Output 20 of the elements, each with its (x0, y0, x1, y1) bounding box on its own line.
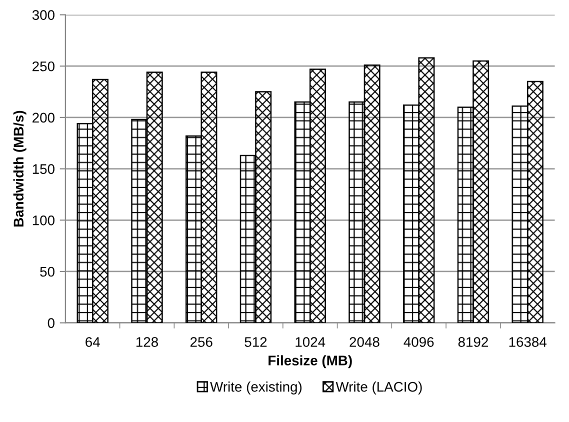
x-tick-label: 64 (86, 337, 100, 347)
x-axis-title: Filesize (MB) (268, 355, 352, 368)
x-tick-label: 16384 (509, 337, 546, 347)
legend-label: Write (LACIO) (336, 382, 422, 394)
x-tick-label: 1024 (296, 337, 326, 347)
y-tick-label: 0 (48, 318, 54, 328)
y-tick-label: 50 (40, 266, 54, 277)
x-tick-label: 2048 (350, 337, 380, 347)
y-tick-label: 250 (32, 61, 54, 72)
legend-label: Write (existing) (210, 382, 302, 394)
x-tick-label: 128 (136, 337, 158, 347)
x-tick-label: 512 (244, 337, 267, 347)
y-tick-label: 150 (32, 164, 54, 174)
y-axis-title: Bandwidth (MB/s) (13, 110, 26, 226)
y-tick-label: 100 (32, 215, 54, 226)
y-tick-label: 200 (32, 112, 54, 123)
x-tick-label: 4096 (404, 337, 434, 347)
x-tick-label: 256 (190, 337, 212, 347)
x-tick-label: 8192 (458, 337, 488, 347)
y-tick-label: 300 (32, 10, 54, 20)
